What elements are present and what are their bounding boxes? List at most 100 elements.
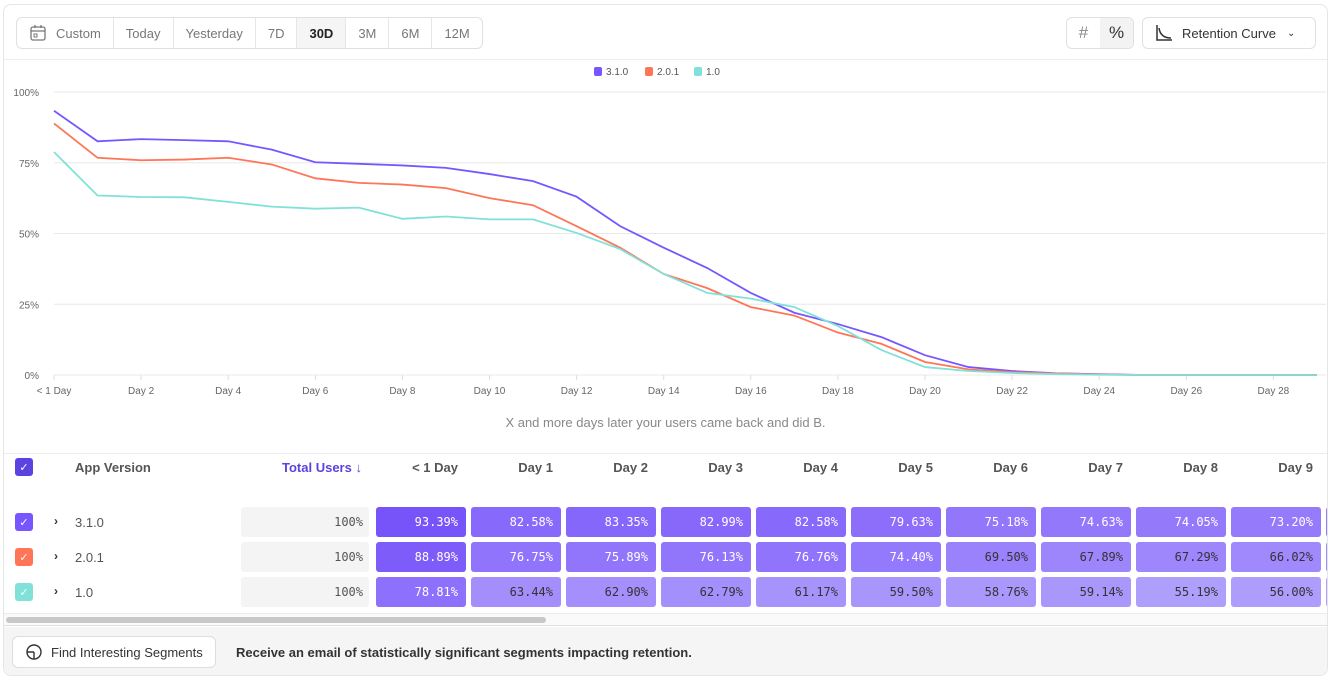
retention-cell-partial — [1326, 507, 1327, 537]
calendar-icon — [29, 24, 47, 42]
x-tick-label: Day 20 — [909, 386, 941, 397]
range-label: 30D — [309, 25, 334, 41]
segment-name: 3.1.0 — [75, 515, 104, 530]
button-label: Find Interesting Segments — [51, 644, 203, 660]
x-tick-label: Day 6 — [302, 386, 329, 397]
retention-cell[interactable]: 76.76% — [756, 542, 846, 572]
retention-cell[interactable]: 59.14% — [1041, 577, 1131, 607]
header-day[interactable]: Day 6 — [993, 460, 1028, 475]
range-3m[interactable]: 3M — [346, 18, 390, 48]
range-30d[interactable]: 30D — [297, 18, 347, 48]
header-day[interactable]: Day 9 — [1278, 460, 1313, 475]
range-6m[interactable]: 6M — [389, 18, 433, 48]
total-users-cell: 100% — [241, 507, 369, 537]
legend-swatch — [645, 67, 653, 76]
x-tick-label: Day 14 — [648, 386, 680, 397]
retention-cell[interactable]: 79.63% — [851, 507, 941, 537]
header-day[interactable]: Day 4 — [803, 460, 838, 475]
header-app-version[interactable]: App Version — [75, 460, 151, 475]
retention-cell[interactable]: 93.39% — [376, 507, 466, 537]
segments-icon — [26, 644, 42, 660]
find-interesting-segments-button[interactable]: Find Interesting Segments — [12, 636, 216, 668]
retention-cell[interactable]: 83.35% — [566, 507, 656, 537]
range-today[interactable]: Today — [114, 18, 174, 48]
series-line-3.1.0 — [53, 109, 1317, 376]
legend-label[interactable]: 3.1.0 — [606, 67, 629, 78]
table-row: ✓ › 3.1.0 100% 93.39% 82.58% 83.35% 82.99% 82.58… — [4, 507, 1327, 537]
retention-cell[interactable]: 63.44% — [471, 577, 561, 607]
y-tick-label: 50% — [19, 230, 39, 241]
x-tick-label: Day 4 — [215, 386, 242, 397]
retention-cell[interactable]: 62.90% — [566, 577, 656, 607]
retention-cell[interactable]: 74.40% — [851, 542, 941, 572]
range-12m[interactable]: 12M — [432, 18, 481, 48]
retention-cell[interactable]: 59.50% — [851, 577, 941, 607]
retention-cell[interactable]: 58.76% — [946, 577, 1036, 607]
retention-cell[interactable]: 78.81% — [376, 577, 466, 607]
table-row: ✓ › 1.0 100% 78.81% 63.44% 62.90% 62.79% 61.17% 5… — [4, 577, 1327, 607]
x-tick-label: Day 12 — [561, 386, 593, 397]
x-tick-label: Day 16 — [735, 386, 767, 397]
segment-name: 1.0 — [75, 585, 94, 600]
range-label: 3M — [358, 25, 377, 41]
footer-text: Receive an email of statistically signif… — [236, 645, 692, 660]
hash-icon[interactable]: # — [1078, 23, 1089, 42]
header-day[interactable]: Day 3 — [708, 460, 743, 475]
retention-cell[interactable]: 67.89% — [1041, 542, 1131, 572]
legend-label[interactable]: 2.0.1 — [657, 67, 680, 78]
expand-chevron-icon[interactable]: › — [54, 549, 58, 563]
retention-cell[interactable]: 76.13% — [661, 542, 751, 572]
y-tick-label: 25% — [19, 300, 39, 311]
scrollbar-thumb[interactable] — [6, 617, 546, 623]
expand-chevron-icon[interactable]: › — [54, 514, 58, 528]
retention-cell[interactable]: 55.19% — [1136, 577, 1226, 607]
x-tick-label: Day 8 — [389, 386, 416, 397]
legend-label[interactable]: 1.0 — [706, 67, 720, 78]
row-checkbox[interactable]: ✓ — [15, 583, 33, 601]
chart-type-dropdown[interactable]: Retention Curve ⌄ — [1142, 17, 1316, 49]
legend-swatch — [694, 67, 702, 76]
retention-cell[interactable]: 73.20% — [1231, 507, 1321, 537]
retention-cell[interactable]: 82.58% — [756, 507, 846, 537]
retention-cell[interactable]: 82.58% — [471, 507, 561, 537]
horizontal-scrollbar[interactable] — [4, 613, 1327, 626]
header-day[interactable]: Day 5 — [898, 460, 933, 475]
range-7d[interactable]: 7D — [256, 18, 298, 48]
series-line-2.0.1 — [53, 122, 1317, 376]
header-day[interactable]: Day 2 — [613, 460, 648, 475]
footer: Find Interesting Segments Receive an ema… — [4, 627, 1327, 675]
header-day[interactable]: Day 8 — [1183, 460, 1218, 475]
retention-cell[interactable]: 82.99% — [661, 507, 751, 537]
retention-cell[interactable]: 74.05% — [1136, 507, 1226, 537]
range-label: 7D — [267, 25, 285, 41]
percent-icon[interactable]: % — [1100, 18, 1133, 48]
retention-cell[interactable]: 66.02% — [1231, 542, 1321, 572]
retention-cell[interactable]: 67.29% — [1136, 542, 1226, 572]
legend-swatch — [594, 67, 602, 76]
expand-chevron-icon[interactable]: › — [54, 584, 58, 598]
value-mode-toggle: # % — [1066, 17, 1134, 49]
total-users-cell: 100% — [241, 542, 369, 572]
retention-cell[interactable]: 69.50% — [946, 542, 1036, 572]
retention-cell[interactable]: 62.79% — [661, 577, 751, 607]
retention-cell[interactable]: 74.63% — [1041, 507, 1131, 537]
retention-cell[interactable]: 56.00% — [1231, 577, 1321, 607]
range-custom[interactable]: Custom — [17, 18, 114, 48]
retention-cell[interactable]: 61.17% — [756, 577, 846, 607]
header-day[interactable]: Day 1 — [518, 460, 553, 475]
range-yesterday[interactable]: Yesterday — [174, 18, 256, 48]
row-checkbox[interactable]: ✓ — [15, 548, 33, 566]
series-line-1.0 — [53, 151, 1317, 376]
retention-cell[interactable]: 75.18% — [946, 507, 1036, 537]
header-total-users[interactable]: Total Users ↓ — [282, 460, 362, 475]
y-tick-label: 75% — [19, 159, 39, 170]
retention-cell[interactable]: 75.89% — [566, 542, 656, 572]
row-checkbox[interactable]: ✓ — [15, 513, 33, 531]
retention-cell[interactable]: 88.89% — [376, 542, 466, 572]
header-day[interactable]: < 1 Day — [412, 460, 458, 475]
header-day[interactable]: Day 7 — [1088, 460, 1123, 475]
retention-cell[interactable]: 76.75% — [471, 542, 561, 572]
date-range-selector: Custom Today Yesterday 7D 30D 3M 6M 12M — [16, 17, 483, 49]
x-tick-label: Day 10 — [474, 386, 506, 397]
select-all-checkbox[interactable]: ✓ — [15, 458, 33, 476]
